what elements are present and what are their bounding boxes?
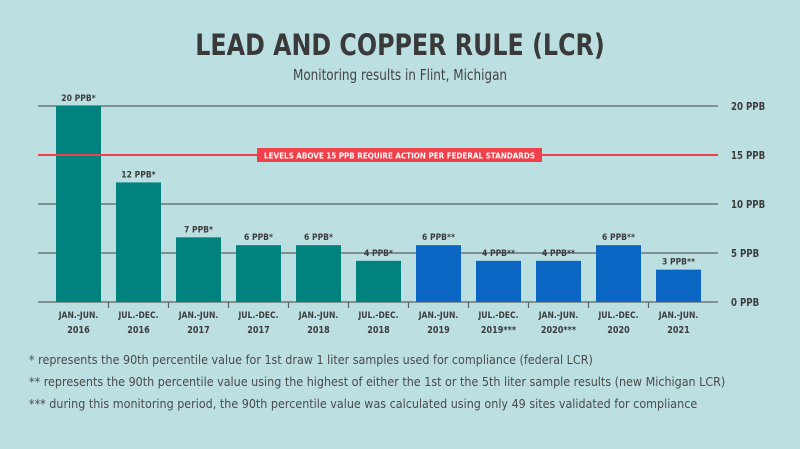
bar <box>116 182 161 302</box>
bar <box>176 237 221 302</box>
footnote-single-asterisk: * represents the 90th percentile value f… <box>29 353 593 367</box>
reference-line: LEVELS ABOVE 15 PPB REQUIRE ACTION PER F… <box>38 148 718 162</box>
bar-data-label: 20 PPB* <box>61 94 96 104</box>
x-tick-label-period: JUL.-DEC. <box>478 311 519 321</box>
x-tick-label-year: 2016 <box>127 325 150 336</box>
y-tick-label: 5 PPB <box>731 248 759 260</box>
x-tick-label-period: JUL.-DEC. <box>118 311 159 321</box>
x-tick-label-period: JAN.-JUN. <box>658 311 698 321</box>
x-tick-label-period: JAN.-JUN. <box>298 311 338 321</box>
x-tick-label-year: 2020 <box>607 325 630 336</box>
action-level-label: LEVELS ABOVE 15 PPB REQUIRE ACTION PER F… <box>264 152 535 161</box>
bar-data-label: 6 PPB* <box>244 233 273 243</box>
x-tick-label-period: JAN.-JUN. <box>418 311 458 321</box>
bar <box>236 245 281 302</box>
bar <box>476 260 521 302</box>
action-level-banner <box>257 148 542 162</box>
footnotes: * represents the 90th percentile value f… <box>29 352 799 418</box>
x-tick-label-period: JUL.-DEC. <box>238 311 279 321</box>
bar-data-label: 12 PPB* <box>121 170 156 180</box>
footnote-double-asterisk: ** represents the 90th percentile value … <box>29 375 726 389</box>
footnote-triple-asterisk: *** during this monitoring period, the 9… <box>29 397 698 411</box>
bar-data-label: 7 PPB* <box>184 225 213 235</box>
bar-data-label: 3 PPB** <box>662 258 695 268</box>
bar-data-label: 6 PPB** <box>422 233 455 243</box>
bar <box>56 106 101 302</box>
x-tick-label-year: 2018 <box>367 325 390 336</box>
y-tick-label: 20 PPB <box>731 101 765 113</box>
y-tick-label: 0 PPB <box>731 297 759 309</box>
x-tick-label-period: JAN.-JUN. <box>538 311 578 321</box>
x-tick-label-year: 2016 <box>67 325 90 336</box>
bar <box>416 245 461 302</box>
x-tick-label-period: JAN.-JUN. <box>58 311 98 321</box>
x-tick-label-period: JUL.-DEC. <box>358 311 399 321</box>
bar <box>656 269 701 302</box>
x-tick-label-year: 2019*** <box>481 325 516 336</box>
y-tick-label: 15 PPB <box>731 150 765 162</box>
bar-data-label: 6 PPB** <box>602 233 635 243</box>
bar <box>356 260 401 302</box>
bar <box>296 245 341 302</box>
bar-data-label: 4 PPB* <box>364 249 393 259</box>
chart-title: LEAD AND COPPER RULE (LCR) <box>195 28 605 62</box>
bars <box>56 106 701 302</box>
bar <box>596 245 641 302</box>
bar-data-label: 4 PPB** <box>542 249 575 259</box>
bar-data-label: 6 PPB* <box>304 233 333 243</box>
x-tick-label-year: 2021 <box>667 325 690 336</box>
x-tick-label-year: 2017 <box>247 325 270 336</box>
x-tick-label-year: 2017 <box>187 325 210 336</box>
x-tick-label-year: 2020*** <box>541 325 576 336</box>
x-tick-label-year: 2018 <box>307 325 330 336</box>
x-tick-label-year: 2019 <box>427 325 450 336</box>
bar-data-label: 4 PPB** <box>482 249 515 259</box>
x-tick-label-period: JAN.-JUN. <box>178 311 218 321</box>
chart-subtitle: Monitoring results in Flint, Michigan <box>292 66 508 84</box>
bar <box>536 260 581 302</box>
x-tick-label-period: JUL.-DEC. <box>598 311 639 321</box>
labels: 0 PPB 5 PPB 10 PPB 15 PPB 20 PPB 20 PPB* JAN.-… <box>58 94 765 336</box>
y-tick-label: 10 PPB <box>731 199 765 211</box>
